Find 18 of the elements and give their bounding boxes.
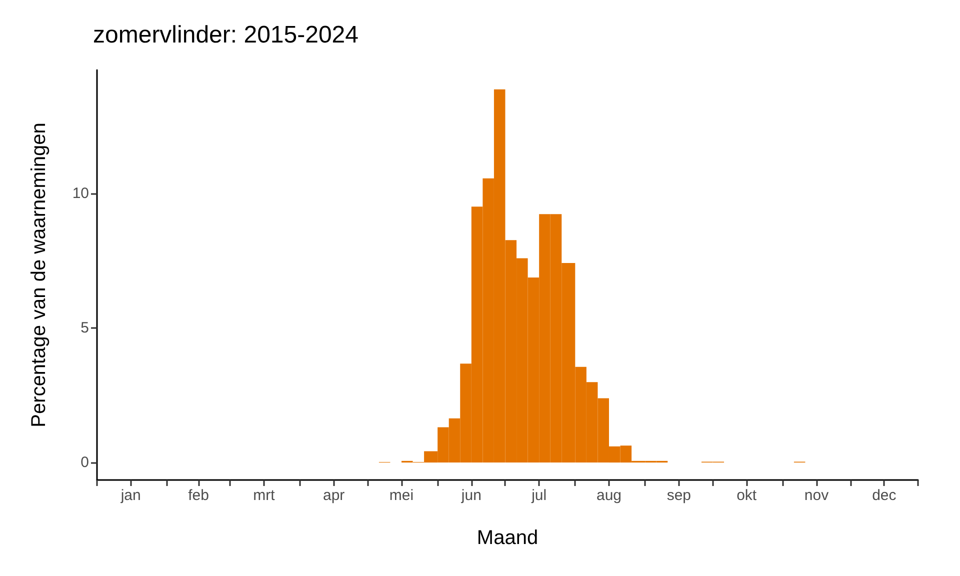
x-tick-label: aug: [596, 487, 622, 504]
x-tick-label: apr: [322, 487, 345, 504]
x-axis-title: Maand: [476, 527, 538, 549]
x-tick-label: nov: [804, 487, 830, 504]
x-tick-label: jan: [120, 487, 141, 504]
y-tick-label: 10: [72, 185, 89, 202]
x-tick-label: dec: [872, 487, 897, 504]
x-tick-label: jul: [530, 487, 547, 504]
x-tick-label: jun: [460, 487, 482, 504]
x-tick-label: sep: [666, 487, 692, 504]
x-tick-label: mrt: [253, 487, 276, 504]
x-tick-label: mei: [389, 487, 414, 504]
chart-title: zomervlinder: 2015-2024: [93, 22, 358, 48]
x-tick-label: okt: [736, 487, 758, 504]
x-tick-label: feb: [188, 487, 209, 504]
y-tick-label: 0: [80, 454, 89, 472]
y-axis-title: Percentage van de waarnemingen: [28, 122, 50, 428]
y-tick-label: 5: [80, 320, 89, 337]
